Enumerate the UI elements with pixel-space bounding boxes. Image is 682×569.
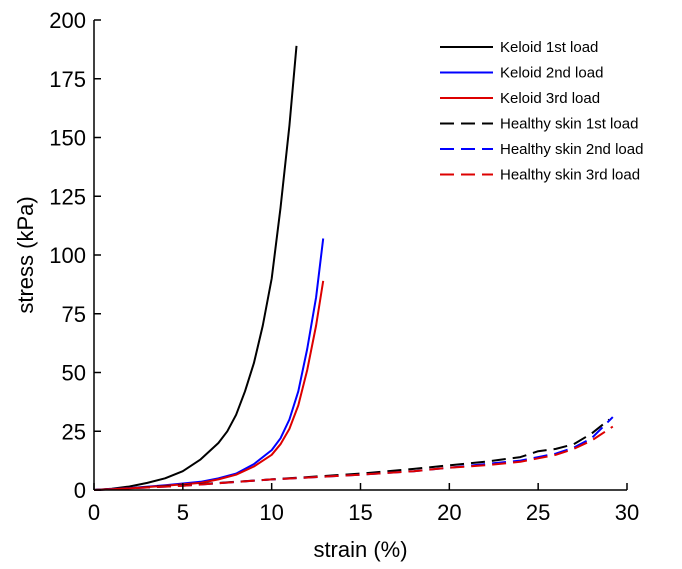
legend-label: Keloid 2nd load bbox=[500, 65, 603, 82]
series-line-6 bbox=[93, 425, 614, 491]
legend-label: Healthy skin 1st load bbox=[500, 116, 638, 133]
y-tick-label: 100 bbox=[49, 243, 86, 268]
y-tick-label: 150 bbox=[49, 126, 86, 151]
legend-label: Keloid 1st load bbox=[500, 39, 598, 56]
series-line-3 bbox=[93, 280, 325, 491]
x-tick-label: 20 bbox=[437, 500, 461, 525]
y-ticks: 0 25 50 75 100 125 150 175 200 bbox=[49, 8, 101, 503]
legend: Keloid 1st load Keloid 2nd load Keloid 3rd… bbox=[440, 39, 643, 184]
x-tick-label: 0 bbox=[88, 500, 100, 525]
x-tick-label: 30 bbox=[615, 500, 639, 525]
y-tick-label: 200 bbox=[49, 8, 86, 33]
series-line-1 bbox=[93, 45, 298, 491]
series-line-4 bbox=[93, 418, 610, 491]
series-line-5 bbox=[93, 416, 614, 491]
y-axis-title: stress (kPa) bbox=[13, 196, 38, 313]
x-tick-label: 5 bbox=[177, 500, 189, 525]
y-tick-label: 0 bbox=[74, 478, 86, 503]
legend-label: Healthy skin 3rd load bbox=[500, 167, 640, 184]
y-tick-label: 125 bbox=[49, 184, 86, 209]
legend-label: Keloid 3rd load bbox=[500, 90, 600, 107]
x-axis-title: strain (%) bbox=[313, 537, 407, 562]
legend-label: Healthy skin 2nd load bbox=[500, 141, 643, 158]
y-tick-label: 50 bbox=[62, 361, 86, 386]
axes: 0 25 50 75 100 125 150 175 200 0 5 10 15 20 25 30 bbox=[49, 8, 639, 525]
x-ticks: 0 5 10 15 20 25 30 bbox=[88, 483, 639, 525]
x-tick-label: 15 bbox=[348, 500, 372, 525]
plot-series bbox=[93, 45, 614, 491]
x-tick-label: 25 bbox=[526, 500, 550, 525]
y-tick-label: 175 bbox=[49, 67, 86, 92]
y-tick-label: 25 bbox=[62, 419, 86, 444]
y-tick-label: 75 bbox=[62, 302, 86, 327]
x-tick-label: 10 bbox=[259, 500, 283, 525]
